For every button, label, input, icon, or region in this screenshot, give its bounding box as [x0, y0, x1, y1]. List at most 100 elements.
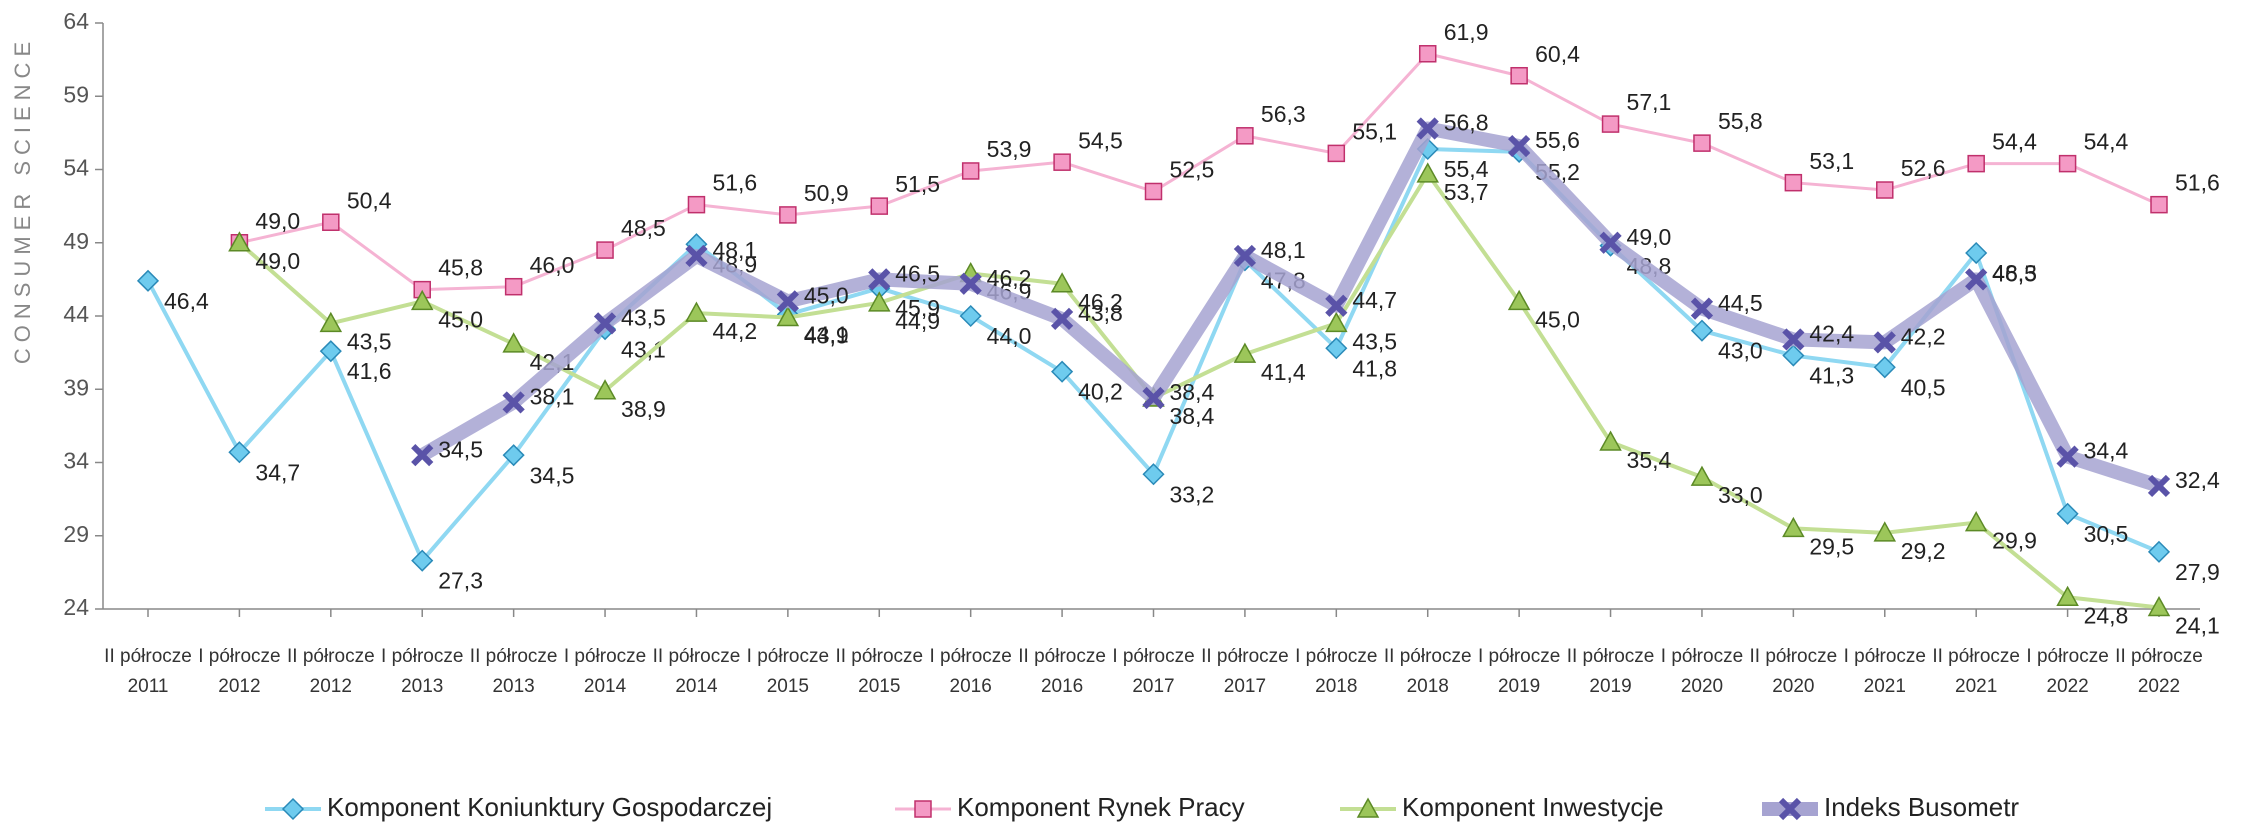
y-tick-label: 44 [63, 301, 89, 327]
data-label: 38,9 [621, 396, 666, 422]
data-label: 45,9 [895, 295, 940, 321]
marker [868, 268, 891, 291]
marker [1050, 307, 1074, 331]
data-label: 49,0 [1627, 224, 1672, 250]
marker [685, 244, 708, 268]
marker [1144, 182, 1163, 201]
marker [1690, 297, 1714, 320]
marker [2147, 540, 2171, 563]
marker [228, 441, 251, 464]
marker [1233, 244, 1257, 268]
legend-label: Komponent Rynek Pracy [957, 792, 1245, 822]
marker [959, 304, 982, 328]
marker [2056, 585, 2079, 607]
marker [1142, 463, 1165, 486]
marker [1967, 154, 1985, 173]
marker [1051, 360, 1074, 383]
legend-label: Komponent Koniunktury Gospodarczej [327, 792, 772, 822]
data-label: 55,1 [1352, 118, 1397, 144]
marker [1050, 272, 1074, 293]
y-axis-label: CONSUMER SCIENCE [10, 36, 35, 364]
x-tick-label: II półrocze 2014 [652, 646, 741, 697]
data-label: 30,5 [2084, 521, 2129, 547]
marker [1690, 465, 1714, 486]
data-label: 34,4 [2084, 438, 2129, 464]
data-label: 38,1 [530, 384, 575, 410]
marker [1327, 144, 1346, 163]
x-tick-label: I półrocze 2016 [929, 646, 1012, 697]
data-label: 29,5 [1809, 534, 1854, 560]
marker [1233, 342, 1257, 363]
marker [687, 195, 706, 214]
marker [502, 332, 525, 353]
data-label: 41,3 [1809, 363, 1854, 389]
marker [1876, 181, 1894, 199]
marker [1782, 328, 1805, 351]
data-label: 44,9 [895, 308, 940, 334]
x-tick-label: I półrocze 2012 [198, 646, 281, 697]
marker [870, 197, 889, 215]
data-label: 53,9 [987, 136, 1032, 162]
data-label: 45,0 [1535, 306, 1580, 332]
data-label: 41,6 [347, 358, 392, 384]
marker [1965, 241, 1988, 265]
marker [1508, 134, 1531, 158]
marker [1599, 231, 1622, 254]
marker [2147, 595, 2171, 617]
y-tick-label: 64 [63, 8, 89, 34]
marker [502, 391, 525, 414]
data-label: 49,0 [255, 248, 300, 274]
data-label: 56,3 [1261, 101, 1306, 127]
marker [411, 444, 434, 467]
x-tick-label: I półrocze 2020 [1660, 646, 1744, 697]
data-label: 43,5 [621, 304, 666, 330]
y-tick-label: 59 [63, 81, 89, 107]
marker [319, 311, 343, 333]
x-tick-label: II półrocze 2015 [835, 646, 924, 697]
data-label: 48,5 [621, 215, 666, 241]
data-label: 57,1 [1627, 89, 1672, 115]
data-label: 54,5 [1078, 127, 1123, 153]
x-tick-label: II półrocze 2018 [1383, 646, 1472, 697]
data-label: 33,0 [1718, 482, 1763, 508]
x-tick-label: II półrocze 2019 [1566, 646, 1655, 697]
data-label: 55,4 [1444, 156, 1489, 182]
marker [779, 206, 797, 224]
series: 49,043,545,042,138,944,2 43,944,946,9 46,2… [228, 162, 2220, 639]
x-tick-label: I półrocze 2019 [1477, 646, 1561, 697]
data-label: 46,5 [1992, 260, 2037, 286]
marker [228, 231, 251, 252]
data-label: 41,8 [1352, 355, 1397, 381]
y-tick-label: 39 [63, 374, 89, 400]
x-tick-label: I półrocze 2015 [746, 646, 830, 697]
y-tick-label: 54 [63, 155, 89, 181]
marker [593, 379, 617, 400]
data-label: 34,5 [530, 462, 575, 488]
marker [1325, 311, 1348, 333]
marker [1325, 294, 1348, 317]
data-label: 46,0 [530, 252, 575, 278]
data-label: 44,5 [1718, 290, 1763, 316]
marker [593, 312, 617, 335]
marker [959, 272, 982, 295]
data-label: 44,0 [987, 323, 1032, 349]
data-label: 45,0 [438, 306, 483, 332]
y-tick-label: 24 [63, 594, 89, 620]
data-label: 29,2 [1901, 538, 1946, 564]
marker [2056, 445, 2079, 468]
marker [1418, 45, 1437, 63]
data-label: 33,2 [1170, 481, 1215, 507]
marker [1142, 386, 1165, 410]
legend-label: Komponent Inwestycje [1402, 792, 1664, 822]
data-label: 42,4 [1809, 321, 1854, 347]
data-label: 29,9 [1992, 528, 2037, 554]
marker [1690, 319, 1714, 342]
data-label: 24,8 [2084, 602, 2129, 628]
marker [1873, 356, 1896, 379]
x-tick-label: I półrocze 2013 [381, 646, 464, 697]
marker [1601, 115, 1620, 133]
marker [504, 277, 523, 296]
data-label: 40,2 [1078, 379, 1123, 405]
marker [1693, 134, 1711, 152]
